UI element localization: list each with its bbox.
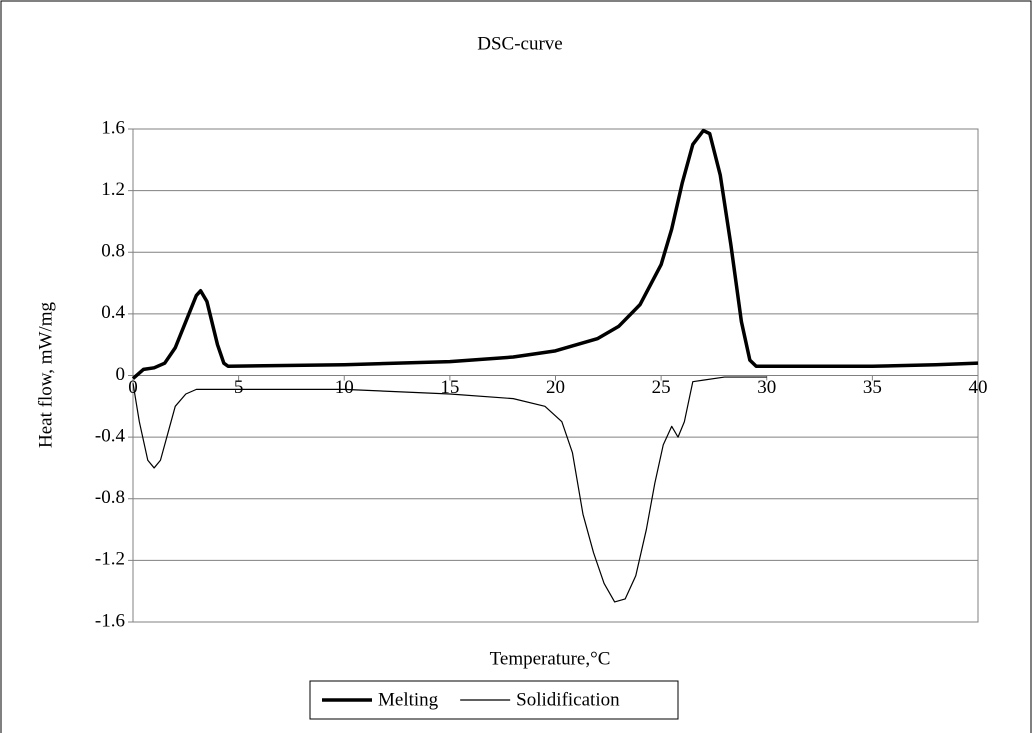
x-tick-label: 35 <box>863 377 882 398</box>
y-tick-label: 1.6 <box>101 117 125 138</box>
x-tick-label: 40 <box>969 377 988 398</box>
y-tick-label: 0.8 <box>101 241 125 262</box>
y-tick-label: -1.2 <box>95 549 125 570</box>
y-tick-label: 0 <box>116 364 126 385</box>
y-axis-label: Heat flow, mW/mg <box>35 302 56 448</box>
y-tick-label: 1.2 <box>101 179 125 200</box>
series-line <box>131 128 979 380</box>
x-tick-label: 25 <box>652 377 671 398</box>
series-line <box>132 376 767 603</box>
x-axis-label: Temperature,°C <box>490 648 611 669</box>
legend-label: Solidification <box>516 689 620 710</box>
x-tick-label: 20 <box>546 377 565 398</box>
x-tick-label: 10 <box>335 377 354 398</box>
y-tick-label: -0.8 <box>95 487 125 508</box>
x-tick-label: 30 <box>757 377 776 398</box>
x-tick-label: 0 <box>128 377 138 398</box>
legend-label: Melting <box>378 689 439 710</box>
x-tick-label: 5 <box>234 377 244 398</box>
chart-title: DSC-curve <box>477 33 562 54</box>
y-tick-label: 0.4 <box>101 302 125 323</box>
y-tick-label: -1.6 <box>95 610 125 631</box>
y-tick-label: -0.4 <box>95 425 126 446</box>
x-tick-label: 15 <box>440 377 459 398</box>
